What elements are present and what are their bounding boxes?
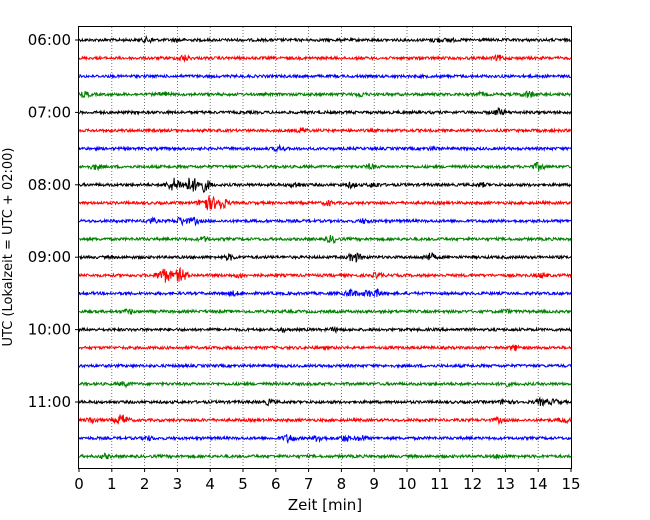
trace-0730 bbox=[78, 143, 572, 153]
x-tick-label: 3 bbox=[173, 475, 183, 493]
x-tick-label: 15 bbox=[561, 475, 580, 493]
trace-0915 bbox=[78, 266, 572, 283]
trace-0800 bbox=[78, 177, 572, 193]
y-tick-label: 09:00 bbox=[28, 248, 71, 266]
x-tick-label: 1 bbox=[107, 475, 117, 493]
trace-1015 bbox=[78, 344, 572, 352]
x-axis-ticks: 0 1 2 3 4 5 6 7 8 9 10 11 12 13 14 15 bbox=[74, 468, 581, 493]
x-tick-label: 5 bbox=[238, 475, 248, 493]
y-tick-label: 08:00 bbox=[28, 176, 71, 194]
y-tick-label: 06:00 bbox=[28, 31, 71, 49]
trace-0645 bbox=[78, 90, 572, 99]
trace-0600 bbox=[78, 34, 572, 45]
x-tick-label: 12 bbox=[463, 475, 482, 493]
trace-0630 bbox=[78, 72, 572, 80]
x-tick-label: 2 bbox=[140, 475, 150, 493]
trace-0715 bbox=[78, 127, 572, 134]
trace-0900 bbox=[78, 251, 572, 263]
x-tick-label: 6 bbox=[271, 475, 281, 493]
y-axis-label: UTC (Lokalzeit = UTC + 02:00) bbox=[1, 148, 16, 347]
x-tick-label: 11 bbox=[430, 475, 449, 493]
trace-0930 bbox=[78, 288, 572, 298]
x-tick-label: 10 bbox=[397, 475, 416, 493]
x-tick-label: 9 bbox=[369, 475, 379, 493]
trace-0745 bbox=[78, 161, 572, 172]
trace-1100 bbox=[78, 396, 572, 407]
x-tick-label: 14 bbox=[529, 475, 548, 493]
trace-0700 bbox=[78, 106, 572, 116]
x-tick-label: 8 bbox=[337, 475, 347, 493]
trace-1145 bbox=[78, 452, 572, 461]
trace-1030 bbox=[78, 362, 572, 370]
trace-0945 bbox=[78, 307, 572, 316]
trace-1115 bbox=[78, 414, 572, 426]
y-tick-label: 11:00 bbox=[28, 393, 71, 411]
x-axis-label: Zeit [min] bbox=[288, 496, 362, 514]
trace-1000 bbox=[78, 325, 572, 335]
trace-0615 bbox=[78, 53, 572, 64]
trace-1045 bbox=[78, 380, 572, 389]
x-tick-label: 4 bbox=[205, 475, 215, 493]
plot-frame bbox=[78, 26, 572, 469]
trace-0815 bbox=[78, 195, 572, 211]
trace-0845 bbox=[78, 234, 572, 245]
y-tick-label: 10:00 bbox=[28, 321, 71, 339]
trace-0830 bbox=[78, 216, 572, 227]
x-tick-label: 13 bbox=[496, 475, 515, 493]
y-tick-label: 07:00 bbox=[28, 103, 71, 121]
x-tick-label: 7 bbox=[304, 475, 314, 493]
seismic-traces bbox=[78, 34, 572, 461]
x-tick-label: 0 bbox=[74, 475, 84, 493]
trace-1130 bbox=[78, 434, 572, 445]
y-axis-ticks: 06:00 07:00 08:00 09:00 10:00 11:00 bbox=[28, 31, 79, 411]
